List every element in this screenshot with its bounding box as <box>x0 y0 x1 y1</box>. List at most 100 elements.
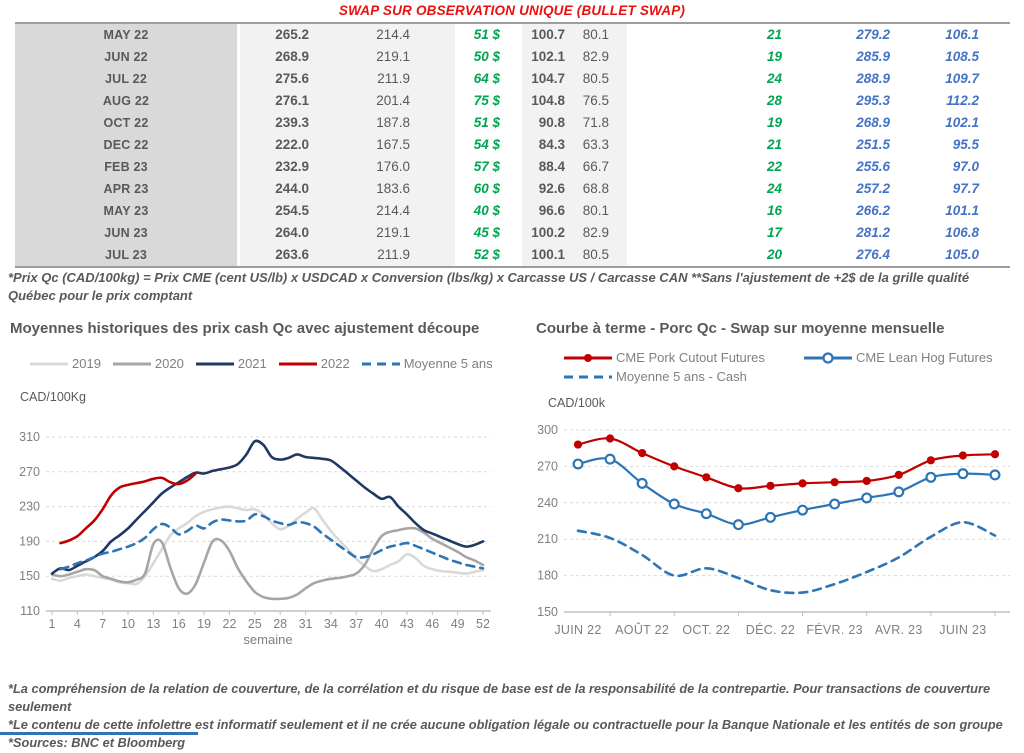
legend-item-cme-pork-cutout-futures: CME Pork Cutout Futures <box>562 350 802 365</box>
value-cell: 108.5 <box>945 49 979 64</box>
value-cell: 71.8 <box>567 112 627 134</box>
series-line-moyenne-5-ans-cash <box>576 520 997 595</box>
value-cell: 17 <box>766 225 782 240</box>
data-point-cme-lean-hog-futures <box>636 477 648 489</box>
legend-label: 2021 <box>237 356 267 371</box>
legend-item-2020: 2020 <box>111 356 184 371</box>
value-cell: 63.3 <box>567 134 627 156</box>
value-cell: 51 $ <box>473 115 500 130</box>
value-cell: 80.1 <box>567 24 627 46</box>
x-tick-label: 22 <box>223 617 237 631</box>
month-cell: MAY 22 <box>15 24 240 46</box>
value-cell: 109.7 <box>945 71 979 86</box>
x-tick-label: 10 <box>121 617 135 631</box>
value-cell: 222.0 <box>240 134 315 156</box>
value-cell: 100.7 <box>522 24 567 46</box>
value-cell: 268.9 <box>856 115 890 130</box>
value-cell: 167.5 <box>315 134 455 156</box>
footnote-line: *Sources: BNC et Bloomberg <box>8 735 186 751</box>
forward-curve-chart: Courbe à terme - Porc Qc - Swap sur moye… <box>524 320 1022 670</box>
month-cell: JUN 23 <box>15 222 240 244</box>
value-cell: 219.1 <box>315 46 455 68</box>
table-row: MAY 23 254.5 214.4 40 $ 96.6 80.1 16 266.2 101.1 <box>15 200 1010 222</box>
data-point-cme-lean-hog-futures <box>957 468 969 480</box>
x-tick-label: 34 <box>324 617 338 631</box>
value-cell: 80.5 <box>567 244 627 266</box>
value-cell: 254.5 <box>240 200 315 222</box>
footnotes: *La compréhension de la relation de couv… <box>8 680 1020 753</box>
y-tick-label: 110 <box>20 604 40 618</box>
y-axis-unit-label: CAD/100k <box>548 396 605 410</box>
data-point-cme-lean-hog-futures <box>829 498 841 510</box>
x-tick-label: JUIN 23 <box>939 623 986 637</box>
y-tick-label: 310 <box>19 430 40 444</box>
value-cell: 257.2 <box>856 181 890 196</box>
table-row: JUN 22 268.9 219.1 50 $ 102.1 82.9 19 285.9 108.… <box>15 46 1010 68</box>
value-cell: 16 <box>766 203 782 218</box>
swap-table: MAY 22 265.2 214.4 51 $100.7 80.1 21 279.2 106.… <box>15 22 1010 268</box>
value-cell: 100.2 <box>522 222 567 244</box>
series-line-2022 <box>59 472 197 545</box>
legend-label: Moyenne 5 ans - Cash <box>616 369 747 384</box>
data-point-cme-pork-cutout-futures <box>638 448 647 458</box>
x-tick-label: DÉC. 22 <box>746 622 795 637</box>
line-plot: 110 150 190 230 270 310 1 4 7 10 13 16 19 22 25 28 31 34 3… <box>19 430 491 631</box>
value-cell: 244.0 <box>240 178 315 200</box>
value-cell: 285.9 <box>856 49 890 64</box>
x-tick-label: OCT. 22 <box>682 623 730 637</box>
value-cell: 80.5 <box>567 68 627 90</box>
value-cell: 239.3 <box>240 112 315 134</box>
x-tick-label: 13 <box>146 617 160 631</box>
value-cell: 255.6 <box>856 159 890 174</box>
y-tick-label: 210 <box>537 532 558 546</box>
historical-cash-prices-chart: Moyennes historiques des prix cash Qc av… <box>8 320 508 670</box>
value-cell: 214.4 <box>315 24 455 46</box>
legend-label: CME Lean Hog Futures <box>856 350 993 365</box>
data-point-cme-lean-hog-futures <box>668 498 680 510</box>
x-tick-label: AOÛT 22 <box>615 622 669 637</box>
value-cell: 106.1 <box>945 27 979 42</box>
value-cell: 97.7 <box>952 181 979 196</box>
footnote-line: *La compréhension de la relation de couv… <box>8 681 991 715</box>
data-point-cme-pork-cutout-futures <box>894 470 903 479</box>
x-tick-label: 7 <box>99 617 106 631</box>
value-cell: 102.1 <box>522 46 567 68</box>
data-point-cme-pork-cutout-futures <box>766 481 775 490</box>
value-cell: 279.2 <box>856 27 890 42</box>
y-tick-label: 230 <box>19 500 40 514</box>
value-cell: 183.6 <box>315 178 455 200</box>
x-tick-label: 25 <box>248 617 262 631</box>
value-cell: 264.0 <box>240 222 315 244</box>
value-cell: 76.5 <box>567 90 627 112</box>
value-cell: 52 $ <box>473 247 500 262</box>
legend-item-cme-lean-hog-futures: CME Lean Hog Futures <box>802 350 993 365</box>
data-point-cme-pork-cutout-futures <box>862 476 871 486</box>
month-cell: JUL 23 <box>15 244 240 266</box>
month-cell: AUG 22 <box>15 90 240 112</box>
chart-legend: 2019 2020 2021 2022 Moyenne 5 ans <box>28 356 503 371</box>
table-row: DEC 22 222.0 167.5 54 $ 84.3 63.3 21 251.5 95.5 <box>15 134 1010 156</box>
data-point-cme-lean-hog-futures <box>764 511 776 523</box>
y-tick-label: 150 <box>537 605 558 619</box>
series-line-2021 <box>50 439 485 575</box>
value-cell: 95.5 <box>952 137 979 152</box>
x-tick-label: AVR. 23 <box>875 623 923 637</box>
data-point-cme-pork-cutout-futures <box>830 478 839 487</box>
data-point-cme-lean-hog-futures <box>700 508 712 520</box>
y-tick-label: 190 <box>19 534 40 548</box>
value-cell: 84.3 <box>522 134 567 156</box>
value-cell: 88.4 <box>522 156 567 178</box>
value-cell: 45 $ <box>473 225 500 240</box>
value-cell: 265.2 <box>240 24 315 46</box>
y-tick-label: 150 <box>19 569 40 583</box>
x-tick-label: 31 <box>299 617 313 631</box>
table-row: AUG 22 276.1 201.4 75 $ 104.8 76.5 28 295.3 112.… <box>15 90 1010 112</box>
series-line-moyenne-5-ans <box>59 512 485 571</box>
data-point-cme-pork-cutout-futures <box>605 434 615 443</box>
value-cell: 19 <box>766 49 782 64</box>
legend-item-2021: 2021 <box>194 356 267 371</box>
legend-label: 2022 <box>320 356 350 371</box>
legend-swatch-moyenne-5-ans-cash <box>564 375 612 378</box>
x-tick-label: FÉVR. 23 <box>806 622 863 637</box>
value-cell: 90.8 <box>522 112 567 134</box>
